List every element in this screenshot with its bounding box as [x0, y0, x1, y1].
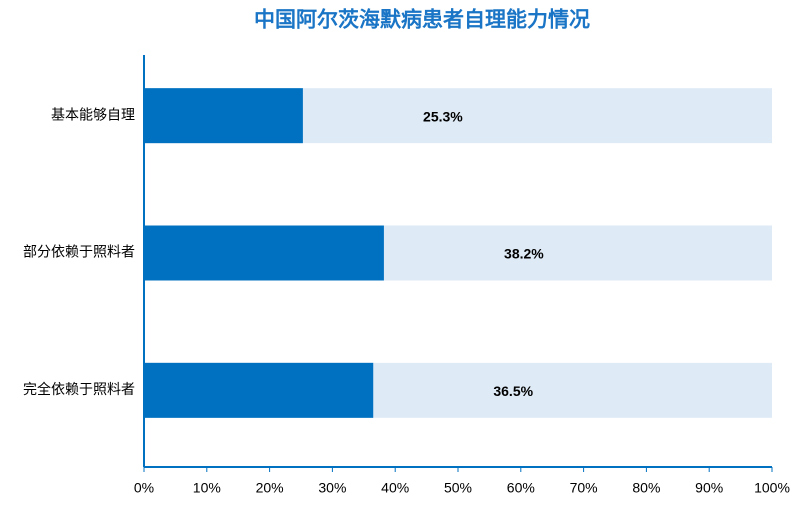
x-tick-label: 0%	[134, 480, 154, 496]
x-tick-label: 40%	[381, 480, 409, 496]
x-tick-label: 20%	[256, 480, 284, 496]
x-tick-label: 100%	[754, 480, 790, 496]
x-tick-label: 50%	[444, 480, 472, 496]
value-label: 25.3%	[423, 108, 463, 124]
x-tick-label: 60%	[507, 480, 535, 496]
x-tick-label: 10%	[193, 480, 221, 496]
bar	[144, 362, 374, 418]
category-label: 完全依赖于照料者	[23, 381, 135, 397]
x-tick-label: 70%	[570, 480, 598, 496]
chart-title: 中国阿尔茨海默病患者自理能力情况	[254, 8, 590, 32]
x-tick-label: 90%	[695, 480, 723, 496]
bar	[144, 88, 303, 144]
bar	[144, 225, 384, 281]
category-label: 部分依赖于照料者	[23, 244, 135, 260]
value-label: 36.5%	[493, 383, 533, 399]
x-tick-label: 80%	[632, 480, 660, 496]
x-tick-label: 30%	[318, 480, 346, 496]
value-label: 38.2%	[504, 246, 544, 262]
category-label: 基本能够自理	[51, 106, 135, 122]
